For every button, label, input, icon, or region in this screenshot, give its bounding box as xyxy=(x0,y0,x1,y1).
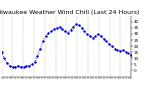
Title: Milwaukee Weather Wind Chill (Last 24 Hours): Milwaukee Weather Wind Chill (Last 24 Ho… xyxy=(0,10,139,15)
